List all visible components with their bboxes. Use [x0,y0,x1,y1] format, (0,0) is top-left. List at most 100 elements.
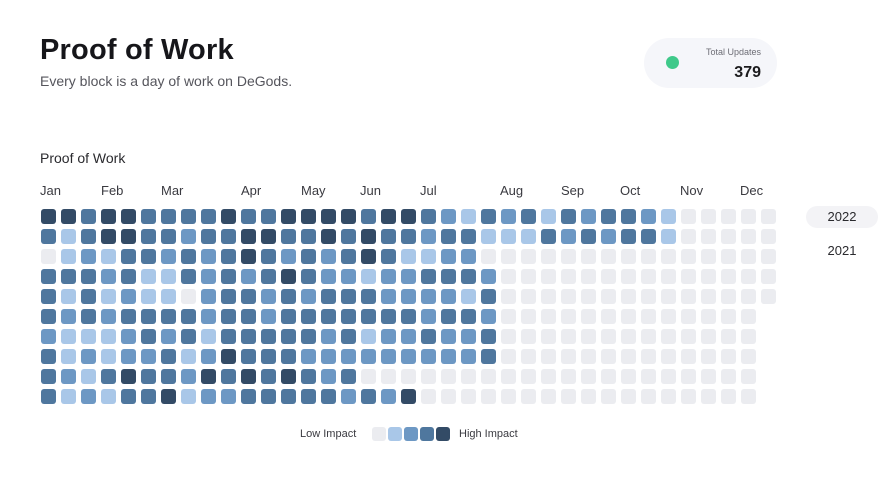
day-cell[interactable] [341,329,356,344]
day-cell[interactable] [481,329,496,344]
day-cell[interactable] [601,349,616,364]
day-cell[interactable] [261,209,276,224]
day-cell[interactable] [521,309,536,324]
day-cell[interactable] [101,389,116,404]
day-cell[interactable] [561,249,576,264]
day-cell[interactable] [161,389,176,404]
day-cell[interactable] [41,389,56,404]
day-cell[interactable] [281,309,296,324]
day-cell[interactable] [401,209,416,224]
day-cell[interactable] [721,249,736,264]
day-cell[interactable] [401,289,416,304]
day-cell[interactable] [121,309,136,324]
day-cell[interactable] [121,289,136,304]
day-cell[interactable] [741,389,756,404]
day-cell[interactable] [741,289,756,304]
day-cell[interactable] [661,229,676,244]
day-cell[interactable] [61,229,76,244]
day-cell[interactable] [501,269,516,284]
day-cell[interactable] [421,329,436,344]
day-cell[interactable] [601,369,616,384]
day-cell[interactable] [541,289,556,304]
day-cell[interactable] [581,269,596,284]
day-cell[interactable] [401,349,416,364]
day-cell[interactable] [121,269,136,284]
day-cell[interactable] [461,329,476,344]
day-cell[interactable] [361,269,376,284]
day-cell[interactable] [221,309,236,324]
day-cell[interactable] [441,369,456,384]
day-cell[interactable] [661,209,676,224]
day-cell[interactable] [341,309,356,324]
day-cell[interactable] [741,229,756,244]
day-cell[interactable] [541,229,556,244]
day-cell[interactable] [401,269,416,284]
day-cell[interactable] [241,269,256,284]
day-cell[interactable] [681,369,696,384]
day-cell[interactable] [541,209,556,224]
day-cell[interactable] [701,229,716,244]
day-cell[interactable] [181,249,196,264]
day-cell[interactable] [701,309,716,324]
day-cell[interactable] [701,269,716,284]
day-cell[interactable] [421,389,436,404]
day-cell[interactable] [481,369,496,384]
day-cell[interactable] [381,309,396,324]
day-cell[interactable] [361,329,376,344]
day-cell[interactable] [121,369,136,384]
day-cell[interactable] [41,269,56,284]
day-cell[interactable] [61,389,76,404]
day-cell[interactable] [241,289,256,304]
day-cell[interactable] [661,249,676,264]
day-cell[interactable] [241,369,256,384]
day-cell[interactable] [101,369,116,384]
day-cell[interactable] [221,329,236,344]
day-cell[interactable] [261,369,276,384]
day-cell[interactable] [681,249,696,264]
day-cell[interactable] [481,349,496,364]
day-cell[interactable] [41,209,56,224]
day-cell[interactable] [321,289,336,304]
day-cell[interactable] [721,229,736,244]
day-cell[interactable] [621,229,636,244]
day-cell[interactable] [201,329,216,344]
day-cell[interactable] [161,229,176,244]
day-cell[interactable] [501,249,516,264]
day-cell[interactable] [221,229,236,244]
day-cell[interactable] [601,389,616,404]
day-cell[interactable] [521,329,536,344]
day-cell[interactable] [461,249,476,264]
day-cell[interactable] [741,309,756,324]
day-cell[interactable] [581,289,596,304]
day-cell[interactable] [241,309,256,324]
day-cell[interactable] [441,229,456,244]
day-cell[interactable] [341,249,356,264]
day-cell[interactable] [681,309,696,324]
day-cell[interactable] [461,349,476,364]
day-cell[interactable] [141,269,156,284]
day-cell[interactable] [521,269,536,284]
day-cell[interactable] [221,369,236,384]
day-cell[interactable] [341,209,356,224]
day-cell[interactable] [41,229,56,244]
day-cell[interactable] [101,289,116,304]
day-cell[interactable] [161,209,176,224]
day-cell[interactable] [41,309,56,324]
day-cell[interactable] [581,309,596,324]
day-cell[interactable] [421,369,436,384]
day-cell[interactable] [161,249,176,264]
day-cell[interactable] [641,389,656,404]
day-cell[interactable] [721,289,736,304]
day-cell[interactable] [521,389,536,404]
day-cell[interactable] [601,269,616,284]
day-cell[interactable] [681,349,696,364]
day-cell[interactable] [661,389,676,404]
day-cell[interactable] [241,229,256,244]
day-cell[interactable] [621,209,636,224]
day-cell[interactable] [681,209,696,224]
day-cell[interactable] [481,389,496,404]
day-cell[interactable] [481,209,496,224]
day-cell[interactable] [181,349,196,364]
day-cell[interactable] [541,309,556,324]
day-cell[interactable] [601,249,616,264]
